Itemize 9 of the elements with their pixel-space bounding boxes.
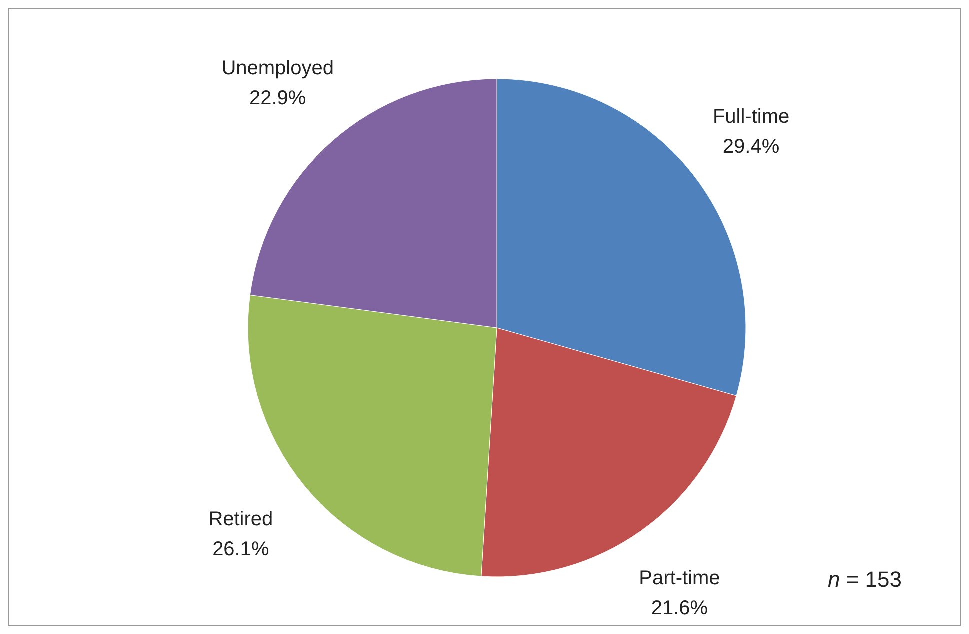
slice-label: Unemployed	[222, 58, 334, 80]
slice-label: Full-time	[712, 106, 790, 128]
slice-label: Part-time	[639, 567, 720, 590]
data-label: 29.4%	[722, 136, 780, 158]
text: n = 153	[828, 567, 902, 592]
slice-label: Retired	[208, 508, 274, 530]
data-label: 26.1%	[212, 538, 270, 560]
data-label: 21.6%	[651, 597, 708, 620]
data-label: 22.9%	[249, 88, 306, 110]
